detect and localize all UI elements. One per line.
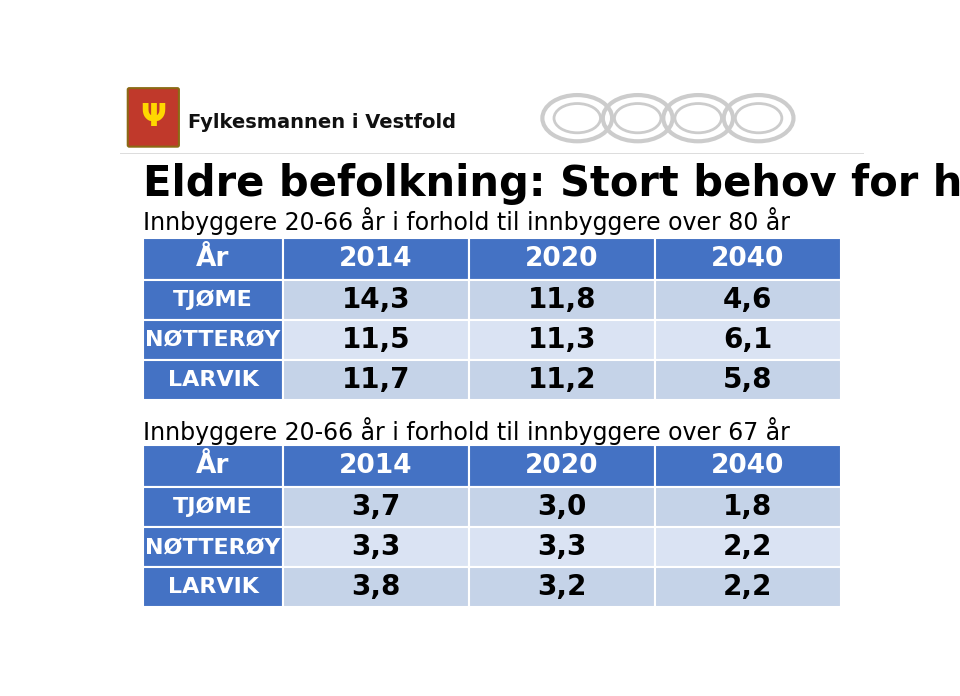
Text: 2,2: 2,2 (723, 533, 773, 561)
Bar (468, 445, 655, 487)
Text: 4,6: 4,6 (723, 286, 773, 314)
Text: NØTTERØY: NØTTERØY (145, 537, 280, 557)
Text: 3,8: 3,8 (351, 573, 400, 601)
Bar (283, 360, 468, 400)
Bar (143, 237, 283, 280)
Bar (655, 237, 841, 280)
Bar (120, 84, 864, 153)
Text: 2,2: 2,2 (723, 573, 773, 601)
Text: 2020: 2020 (525, 246, 598, 271)
Text: TJØME: TJØME (173, 497, 252, 517)
Bar (283, 487, 468, 527)
Bar (143, 280, 283, 320)
Text: 2014: 2014 (339, 246, 413, 271)
Text: 11,3: 11,3 (528, 326, 596, 354)
Text: 11,7: 11,7 (342, 366, 410, 394)
Text: 2040: 2040 (711, 453, 784, 479)
Text: Innbyggere 20-66 år i forhold til innbyggere over 80 år: Innbyggere 20-66 år i forhold til innbyg… (143, 207, 790, 235)
Text: 11,8: 11,8 (528, 286, 596, 314)
Bar (143, 527, 283, 567)
Bar (655, 320, 841, 360)
Text: Innbyggere 20-66 år i forhold til innbyggere over 67 år: Innbyggere 20-66 år i forhold til innbyg… (143, 417, 790, 445)
Bar (655, 487, 841, 527)
Bar (283, 237, 468, 280)
Text: 3,0: 3,0 (537, 493, 587, 521)
Bar (283, 527, 468, 567)
Text: TJØME: TJØME (173, 290, 252, 310)
Bar (283, 280, 468, 320)
Text: 1,8: 1,8 (723, 493, 773, 521)
Text: 3,3: 3,3 (537, 533, 587, 561)
Text: LARVIK: LARVIK (168, 577, 258, 597)
Bar (468, 237, 655, 280)
Bar (143, 445, 283, 487)
Text: Ψ: Ψ (140, 103, 166, 132)
Bar (120, 153, 864, 154)
Bar (655, 280, 841, 320)
Bar (143, 487, 283, 527)
Text: År: År (196, 453, 229, 479)
Bar (468, 360, 655, 400)
Text: 3,7: 3,7 (351, 493, 400, 521)
Text: 14,3: 14,3 (342, 286, 410, 314)
Bar (655, 527, 841, 567)
Bar (283, 320, 468, 360)
Bar (468, 527, 655, 567)
Bar (143, 320, 283, 360)
Bar (655, 360, 841, 400)
Text: 3,2: 3,2 (537, 573, 587, 601)
Text: 11,2: 11,2 (528, 366, 596, 394)
Bar (143, 360, 283, 400)
Bar (655, 567, 841, 607)
Text: 3,3: 3,3 (351, 533, 400, 561)
Text: 6,1: 6,1 (723, 326, 773, 354)
Text: 11,5: 11,5 (342, 326, 410, 354)
Bar (468, 320, 655, 360)
Text: 2040: 2040 (711, 246, 784, 271)
Text: 5,8: 5,8 (723, 366, 773, 394)
Bar (468, 280, 655, 320)
Bar (283, 445, 468, 487)
Text: Fylkesmannen i Vestfold: Fylkesmannen i Vestfold (188, 113, 456, 132)
Bar (468, 567, 655, 607)
Bar (655, 445, 841, 487)
Bar (283, 567, 468, 607)
Bar (468, 487, 655, 527)
Text: LARVIK: LARVIK (168, 370, 258, 390)
Text: 2014: 2014 (339, 453, 413, 479)
Text: NØTTERØY: NØTTERØY (145, 330, 280, 350)
Text: År: År (196, 246, 229, 271)
FancyBboxPatch shape (128, 88, 179, 147)
Bar (143, 567, 283, 607)
Text: 2020: 2020 (525, 453, 598, 479)
Text: Eldre befolkning: Stort behov for helsepersonell: Eldre befolkning: Stort behov for helsep… (143, 163, 960, 205)
